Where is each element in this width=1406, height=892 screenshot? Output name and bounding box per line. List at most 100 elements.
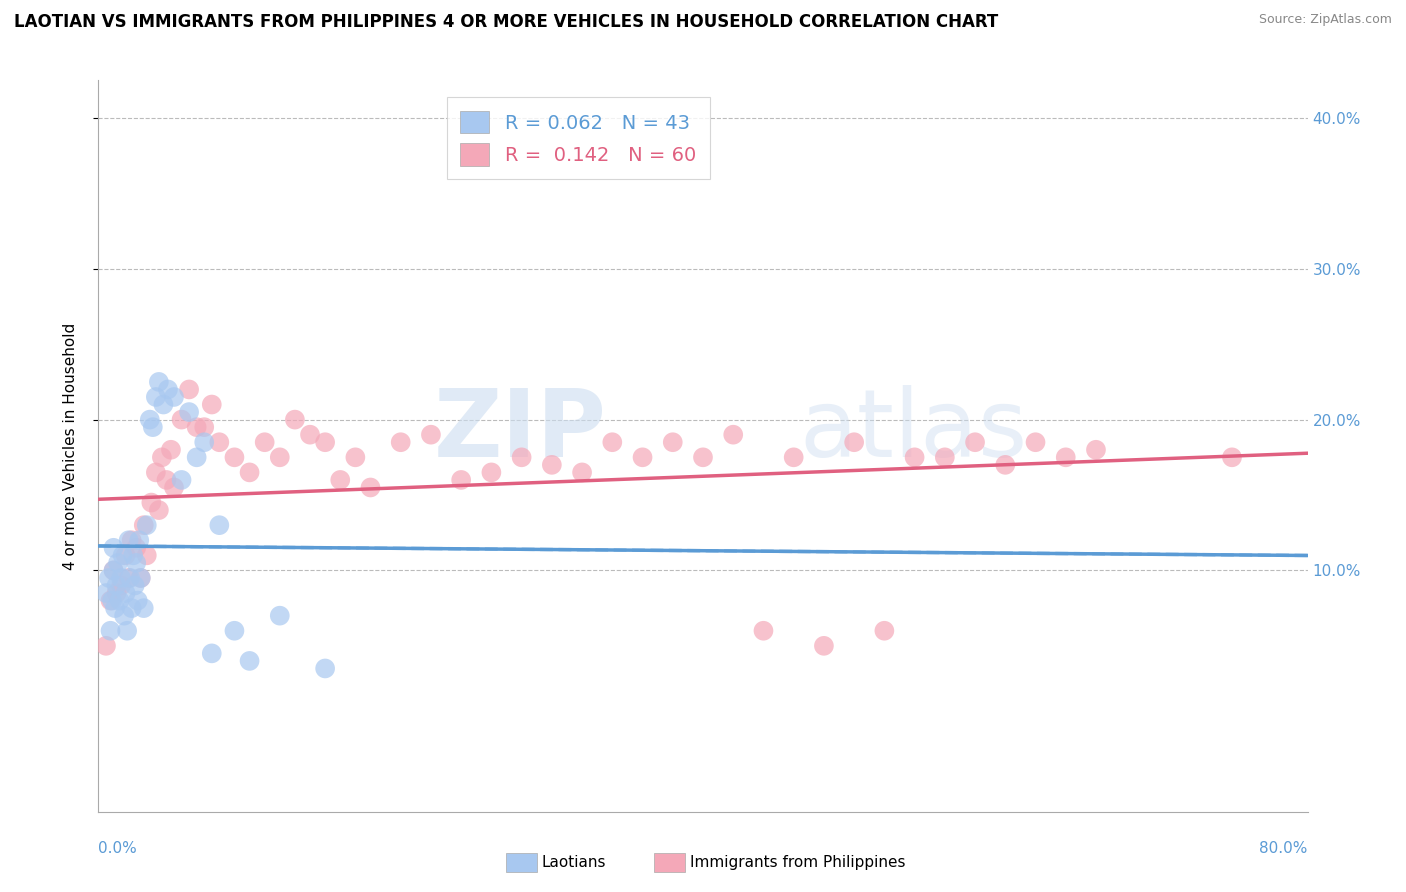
- Point: [170, 412, 193, 426]
- Point: [142, 420, 165, 434]
- Point: [170, 473, 193, 487]
- Point: [224, 624, 246, 638]
- Point: [129, 571, 152, 585]
- Point: [107, 556, 129, 570]
- Text: LAOTIAN VS IMMIGRANTS FROM PHILIPPINES 4 OR MORE VEHICLES IN HOUSEHOLD CORRELATI: LAOTIAN VS IMMIGRANTS FROM PHILIPPINES 4…: [14, 13, 998, 31]
- Point: [105, 578, 128, 592]
- Point: [510, 450, 533, 465]
- Point: [224, 450, 246, 465]
- Point: [148, 503, 170, 517]
- Point: [125, 541, 148, 555]
- Point: [179, 383, 201, 397]
- Point: [602, 435, 624, 450]
- Point: [201, 398, 224, 412]
- Point: [160, 442, 183, 457]
- Point: [314, 661, 336, 675]
- Point: [844, 435, 866, 450]
- Point: [120, 571, 142, 585]
- Point: [145, 390, 167, 404]
- Point: [110, 571, 132, 585]
- Point: [103, 563, 125, 577]
- Point: [540, 458, 562, 472]
- Point: [934, 450, 956, 465]
- Point: [150, 450, 173, 465]
- Text: atlas: atlas: [800, 385, 1028, 477]
- Point: [111, 549, 134, 563]
- Point: [481, 466, 503, 480]
- Point: [114, 586, 136, 600]
- Point: [121, 601, 143, 615]
- Point: [571, 466, 593, 480]
- Point: [344, 450, 367, 465]
- Point: [108, 593, 131, 607]
- Point: [284, 412, 307, 426]
- Text: Laotians: Laotians: [541, 855, 606, 870]
- Point: [1054, 450, 1077, 465]
- Point: [360, 480, 382, 494]
- Point: [100, 624, 122, 638]
- Point: [193, 435, 215, 450]
- Point: [1085, 442, 1108, 457]
- Point: [723, 427, 745, 442]
- Point: [269, 450, 291, 465]
- Text: 80.0%: 80.0%: [1260, 841, 1308, 856]
- Point: [155, 473, 177, 487]
- Point: [1220, 450, 1243, 465]
- Point: [299, 427, 322, 442]
- Text: Source: ZipAtlas.com: Source: ZipAtlas.com: [1258, 13, 1392, 27]
- Point: [145, 466, 167, 480]
- Point: [692, 450, 714, 465]
- Point: [132, 518, 155, 533]
- Point: [631, 450, 654, 465]
- Text: 0.0%: 0.0%: [98, 841, 138, 856]
- Point: [163, 390, 186, 404]
- Point: [127, 593, 149, 607]
- Point: [114, 549, 136, 563]
- Point: [94, 586, 117, 600]
- Point: [156, 383, 179, 397]
- Point: [450, 473, 472, 487]
- Point: [103, 541, 125, 555]
- Point: [420, 427, 443, 442]
- Point: [208, 435, 231, 450]
- Point: [152, 398, 174, 412]
- Point: [128, 533, 150, 548]
- Point: [208, 518, 231, 533]
- Point: [129, 571, 152, 585]
- Point: [112, 608, 135, 623]
- Point: [994, 458, 1017, 472]
- Point: [135, 518, 157, 533]
- Point: [115, 624, 138, 638]
- Point: [239, 466, 262, 480]
- Legend: R = 0.062   N = 43, R =  0.142   N = 60: R = 0.062 N = 43, R = 0.142 N = 60: [447, 97, 710, 179]
- Point: [873, 624, 896, 638]
- Point: [239, 654, 262, 668]
- Point: [186, 450, 208, 465]
- Point: [141, 495, 163, 509]
- Point: [132, 601, 155, 615]
- Point: [193, 420, 215, 434]
- Point: [904, 450, 927, 465]
- Point: [389, 435, 412, 450]
- Point: [253, 435, 276, 450]
- Point: [752, 624, 775, 638]
- Point: [269, 608, 291, 623]
- Point: [101, 593, 124, 607]
- Text: Immigrants from Philippines: Immigrants from Philippines: [690, 855, 905, 870]
- Point: [118, 571, 141, 585]
- Y-axis label: 4 or more Vehicles in Household: 4 or more Vehicles in Household: [63, 322, 77, 570]
- Point: [783, 450, 806, 465]
- Point: [100, 593, 122, 607]
- Point: [139, 412, 162, 426]
- Point: [105, 586, 128, 600]
- Point: [813, 639, 835, 653]
- Point: [314, 435, 336, 450]
- Point: [186, 420, 208, 434]
- Point: [104, 601, 127, 615]
- Point: [121, 533, 143, 548]
- Point: [179, 405, 201, 419]
- Point: [124, 578, 146, 592]
- Point: [661, 435, 683, 450]
- Point: [965, 435, 987, 450]
- Point: [148, 375, 170, 389]
